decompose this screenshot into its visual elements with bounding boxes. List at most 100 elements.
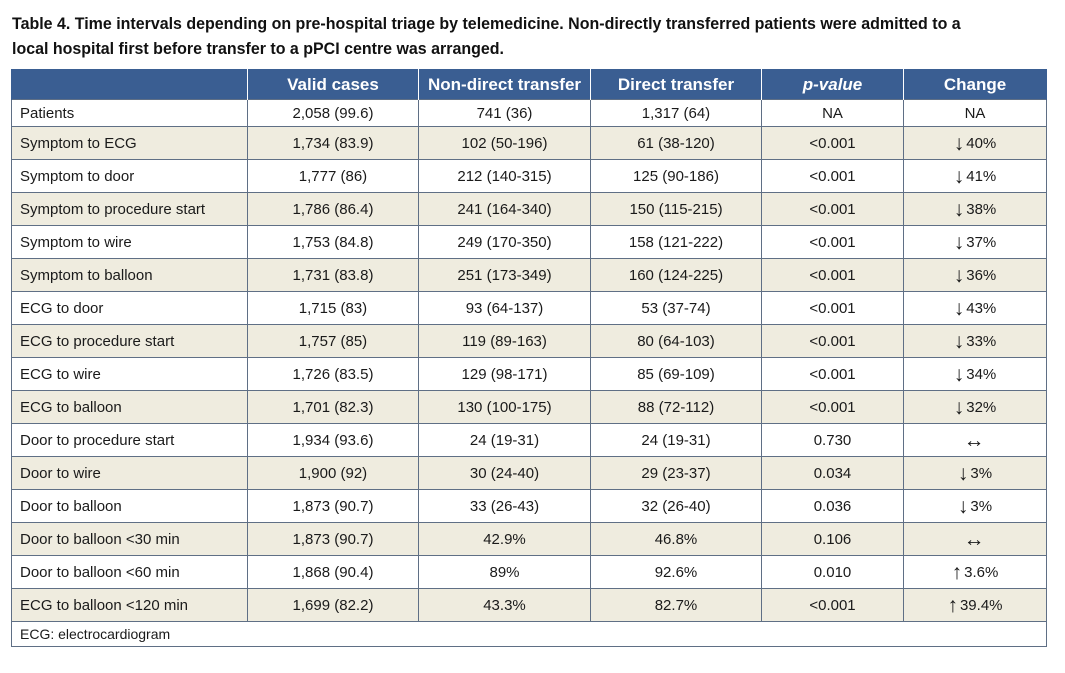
p-value-cell: 0.106	[761, 522, 904, 556]
non-direct-transfer-cell: 130 (100-175)	[418, 390, 591, 424]
direct-transfer-cell: 158 (121-222)	[590, 225, 762, 259]
arrow-down-icon: ↓	[957, 494, 969, 518]
header-label	[11, 69, 248, 100]
table-row: ECG to wire 1,726 (83.5) 129 (98-171) 85 (6…	[11, 357, 1047, 391]
valid-cases-cell: 1,734 (83.9)	[247, 126, 419, 160]
valid-cases-cell: 1,934 (93.6)	[247, 423, 419, 457]
table-caption: Table 4. Time intervals depending on pre…	[12, 14, 961, 58]
change-cell: ↓ 3%	[903, 456, 1047, 490]
direct-transfer-cell: 85 (69-109)	[590, 357, 762, 391]
p-value-cell: <0.001	[761, 291, 904, 325]
arrow-down-icon: ↓	[953, 230, 965, 254]
p-value-cell: 0.730	[761, 423, 904, 457]
row-label: Symptom to ECG	[11, 126, 248, 160]
change-cell: ↓ 40%	[903, 126, 1047, 160]
p-value-cell: <0.001	[761, 390, 904, 424]
change-cell: ↓ 38%	[903, 192, 1047, 226]
change-cell: ↓ 33%	[903, 324, 1047, 358]
table-row: Patients 2,058 (99.6) 741 (36) 1,317 (64) NA…	[11, 99, 1047, 127]
non-direct-transfer-cell: 119 (89-163)	[418, 324, 591, 358]
non-direct-transfer-cell: 42.9%	[418, 522, 591, 556]
change-value: 33%	[966, 332, 997, 350]
row-label: Door to procedure start	[11, 423, 248, 457]
non-direct-transfer-cell: 33 (26-43)	[418, 489, 591, 523]
row-label: Symptom to door	[11, 159, 248, 193]
change-value: 43%	[966, 299, 997, 317]
table-footnote: ECG: electrocardiogram	[11, 621, 1047, 647]
non-direct-transfer-cell: 212 (140-315)	[418, 159, 591, 193]
non-direct-transfer-cell: 24 (19-31)	[418, 423, 591, 457]
non-direct-transfer-cell: 249 (170-350)	[418, 225, 591, 259]
row-label: ECG to procedure start	[11, 324, 248, 358]
change-cell: ↓ 37%	[903, 225, 1047, 259]
arrow-down-icon: ↓	[953, 296, 965, 320]
change-value: 41%	[966, 167, 997, 185]
direct-transfer-cell: 150 (115-215)	[590, 192, 762, 226]
p-value-cell: <0.001	[761, 588, 904, 622]
direct-transfer-cell: 80 (64-103)	[590, 324, 762, 358]
arrow-down-icon: ↓	[957, 461, 969, 485]
change-cell: ↑ 39.4%	[903, 588, 1047, 622]
table-row: Symptom to ECG 1,734 (83.9) 102 (50-196) 61…	[11, 126, 1047, 160]
time-intervals-table: Valid cases Non-direct transfer Direct t…	[11, 69, 1047, 647]
p-value-cell: 0.034	[761, 456, 904, 490]
change-value: 39.4%	[959, 596, 1003, 614]
valid-cases-cell: 1,900 (92)	[247, 456, 419, 490]
change-cell: ↓ 41%	[903, 159, 1047, 193]
table-row: ECG to procedure start 1,757 (85) 119 (89-…	[11, 324, 1047, 358]
arrow-down-icon: ↓	[953, 395, 965, 419]
valid-cases-cell: 2,058 (99.6)	[247, 99, 419, 127]
p-value-cell: NA	[761, 99, 904, 127]
footnote-row: ECG: electrocardiogram	[11, 621, 1047, 647]
row-label: ECG to door	[11, 291, 248, 325]
arrow-down-icon: ↓	[953, 131, 965, 155]
direct-transfer-cell: 1,317 (64)	[590, 99, 762, 127]
change-value: NA	[964, 104, 986, 122]
header-direct-transfer: Direct transfer	[590, 69, 762, 100]
change-cell: ↔	[903, 423, 1047, 457]
change-value: 37%	[966, 233, 997, 251]
row-label: ECG to wire	[11, 357, 248, 391]
p-value-cell: <0.001	[761, 126, 904, 160]
valid-cases-cell: 1,873 (90.7)	[247, 489, 419, 523]
arrow-left-right-icon: ↔	[963, 428, 985, 452]
direct-transfer-cell: 125 (90-186)	[590, 159, 762, 193]
change-cell: ↓ 34%	[903, 357, 1047, 391]
valid-cases-cell: 1,726 (83.5)	[247, 357, 419, 391]
table-row: Symptom to procedure start 1,786 (86.4) 24…	[11, 192, 1047, 226]
direct-transfer-cell: 92.6%	[590, 555, 762, 589]
change-value: 34%	[966, 365, 997, 383]
table-row: ECG to door 1,715 (83) 93 (64-137) 53 (37-7…	[11, 291, 1047, 325]
non-direct-transfer-cell: 93 (64-137)	[418, 291, 591, 325]
arrow-up-icon: ↑	[947, 593, 958, 617]
row-label: Door to wire	[11, 456, 248, 490]
direct-transfer-cell: 88 (72-112)	[590, 390, 762, 424]
change-cell: NA	[903, 99, 1047, 127]
table-row: Door to balloon <30 min 1,873 (90.7) 42.9%…	[11, 522, 1047, 556]
arrow-down-icon: ↓	[953, 362, 965, 386]
p-value-cell: <0.001	[761, 225, 904, 259]
non-direct-transfer-cell: 129 (98-171)	[418, 357, 591, 391]
p-value-cell: 0.036	[761, 489, 904, 523]
valid-cases-cell: 1,777 (86)	[247, 159, 419, 193]
valid-cases-cell: 1,786 (86.4)	[247, 192, 419, 226]
p-value-cell: <0.001	[761, 258, 904, 292]
valid-cases-cell: 1,731 (83.8)	[247, 258, 419, 292]
direct-transfer-cell: 82.7%	[590, 588, 762, 622]
table-row: Door to wire 1,900 (92) 30 (24-40) 29 (23-3…	[11, 456, 1047, 490]
p-value-cell: <0.001	[761, 324, 904, 358]
change-cell: ↓ 36%	[903, 258, 1047, 292]
row-label: Patients	[11, 99, 248, 127]
header-change: Change	[903, 69, 1047, 100]
table-row: ECG to balloon <120 min 1,699 (82.2) 43.3%…	[11, 588, 1047, 622]
non-direct-transfer-cell: 30 (24-40)	[418, 456, 591, 490]
header-p-value: p-value	[761, 69, 904, 100]
arrow-left-right-icon: ↔	[963, 527, 985, 551]
arrow-down-icon: ↓	[953, 197, 965, 221]
valid-cases-cell: 1,699 (82.2)	[247, 588, 419, 622]
row-label: Door to balloon <60 min	[11, 555, 248, 589]
p-value-cell: <0.001	[761, 357, 904, 391]
table-row: Door to balloon 1,873 (90.7) 33 (26-43) 32 …	[11, 489, 1047, 523]
p-value-cell: 0.010	[761, 555, 904, 589]
change-cell: ↔	[903, 522, 1047, 556]
